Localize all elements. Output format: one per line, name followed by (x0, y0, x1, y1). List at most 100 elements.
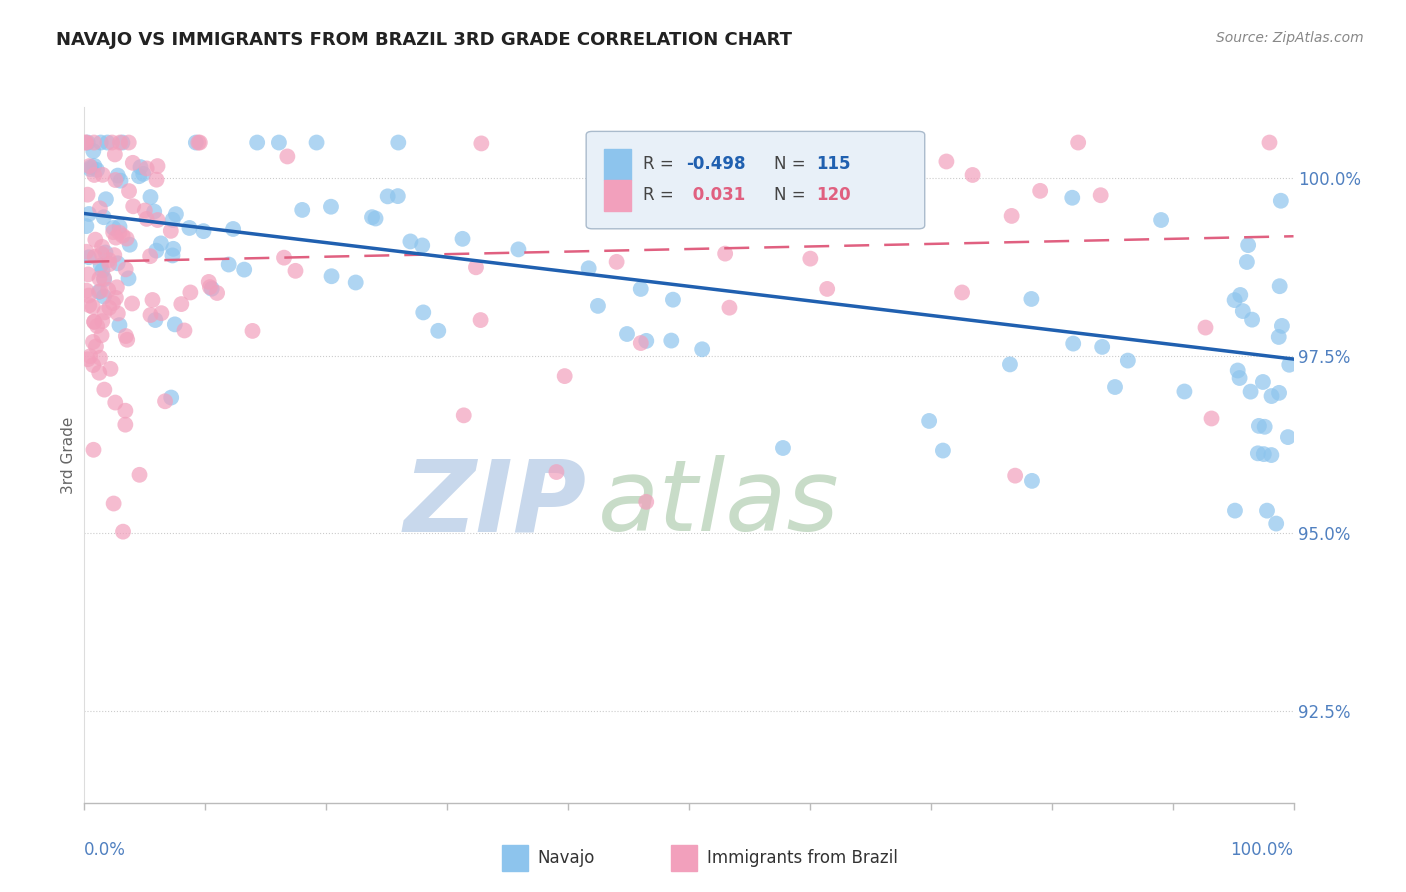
Point (1104, 380, 1126, 394)
Point (1150, 213, 1173, 227)
Point (91, 240, 114, 254)
Point (1223, 503, 1246, 517)
Point (427, 324, 450, 338)
Point (1029, 184, 1052, 198)
Point (508, 243, 530, 257)
Point (83, 159, 105, 173)
Point (319, 200, 342, 214)
Point (82, 334, 104, 349)
Point (91, 314, 114, 328)
Point (1021, 474, 1043, 488)
Point (453, 409, 475, 423)
Point (141, 293, 163, 307)
Point (1253, 419, 1275, 434)
Point (387, 136, 409, 150)
Point (163, 318, 186, 332)
Point (89, 202, 111, 216)
Point (122, 199, 145, 213)
Point (86, 163, 108, 178)
Point (1277, 430, 1299, 444)
Point (344, 276, 367, 290)
Point (546, 465, 568, 479)
Point (1267, 330, 1289, 344)
Text: R =: R = (643, 186, 679, 204)
Point (1062, 336, 1084, 351)
Point (101, 296, 124, 310)
Point (714, 246, 737, 260)
Point (361, 210, 384, 224)
Text: Navajo: Navajo (538, 849, 595, 867)
Point (134, 203, 156, 218)
Point (75, 244, 97, 259)
Point (839, 165, 862, 179)
Point (950, 285, 973, 300)
Point (97, 283, 120, 297)
Point (89, 366, 111, 380)
Point (89, 351, 111, 365)
Point (139, 308, 162, 322)
Text: Immigrants from Brazil: Immigrants from Brazil (707, 849, 898, 867)
Point (470, 136, 492, 151)
Point (284, 264, 307, 278)
Point (132, 167, 155, 181)
Bar (671, 845, 697, 871)
Point (129, 160, 152, 174)
Point (94, 192, 117, 206)
Point (111, 228, 134, 243)
Text: NAVAJO VS IMMIGRANTS FROM BRAZIL 3RD GRADE CORRELATION CHART: NAVAJO VS IMMIGRANTS FROM BRAZIL 3RD GRA… (56, 31, 792, 49)
Point (267, 136, 290, 150)
Point (1247, 418, 1270, 433)
Point (718, 301, 741, 315)
Point (77, 288, 100, 302)
Point (79, 298, 101, 312)
Point (75, 136, 97, 150)
Point (77, 250, 100, 264)
Point (193, 224, 215, 238)
Point (90, 246, 112, 260)
Point (76, 136, 98, 150)
Point (79, 162, 101, 177)
Point (173, 323, 195, 337)
Point (150, 306, 173, 320)
Point (104, 147, 127, 161)
Text: ZIP: ZIP (404, 455, 586, 552)
Point (1258, 136, 1281, 150)
Point (772, 441, 794, 455)
Point (76, 352, 98, 367)
Point (1268, 385, 1291, 400)
Point (82, 442, 104, 457)
Point (115, 231, 138, 245)
Point (104, 230, 127, 244)
Point (111, 136, 134, 150)
Y-axis label: 3rd Grade: 3rd Grade (60, 417, 76, 493)
Point (112, 524, 135, 539)
Point (1194, 320, 1216, 334)
Text: N =: N = (773, 186, 810, 204)
Point (100, 361, 122, 376)
Point (139, 190, 162, 204)
Point (117, 271, 139, 285)
Bar (502, 845, 529, 871)
Text: 0.031: 0.031 (686, 186, 745, 204)
Point (179, 221, 201, 235)
Point (165, 207, 187, 221)
Point (1062, 191, 1084, 205)
Point (110, 174, 132, 188)
Point (198, 280, 221, 294)
Point (77, 207, 100, 221)
Bar (605, 149, 631, 180)
Point (962, 168, 984, 182)
Point (103, 248, 125, 262)
Point (465, 260, 488, 275)
Point (105, 280, 128, 294)
Point (96, 136, 118, 150)
Point (1260, 389, 1282, 403)
Point (79, 349, 101, 363)
Point (94, 245, 117, 260)
Point (107, 169, 129, 183)
Point (1091, 340, 1114, 354)
Point (153, 394, 176, 409)
Point (1265, 516, 1288, 531)
Point (666, 136, 689, 150)
Point (1236, 255, 1258, 269)
